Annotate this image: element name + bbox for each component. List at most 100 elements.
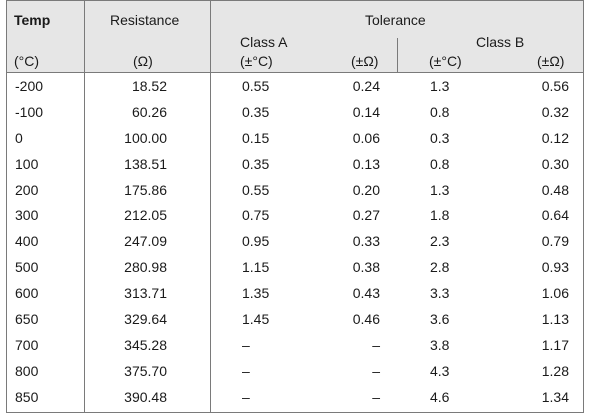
cell-class-a-temp: 0.35 [242, 155, 270, 172]
cell-class-a-temp: 0.95 [242, 233, 270, 250]
cell-class-a-ohm: – [372, 336, 380, 353]
table-row: 500 280.98 1.15 0.38 2.8 0.93 [7, 254, 583, 280]
cell-temp: 700 [15, 336, 39, 353]
table-row: 800 375.70 – – 4.3 1.28 [7, 358, 583, 384]
cell-resistance: 18.52 [131, 78, 167, 94]
divider-resistance [210, 1, 211, 412]
table-row: 400 247.09 0.95 0.33 2.3 0.79 [7, 228, 583, 254]
cell-temp: -100 [15, 103, 44, 120]
cell-class-b-ohm: 1.17 [541, 336, 569, 353]
cell-class-b-temp: 1.3 [430, 78, 450, 94]
cell-class-b-ohm: 1.13 [541, 311, 569, 328]
cell-class-b-temp: 0.8 [430, 103, 450, 120]
cell-class-a-temp: – [242, 336, 250, 353]
cell-temp: 650 [15, 311, 39, 328]
cell-class-a-temp: 1.45 [242, 311, 270, 328]
header-resistance: Resistance [110, 12, 180, 28]
cell-class-b-ohm: 0.93 [541, 259, 569, 276]
header-temp: Temp [14, 12, 51, 28]
cell-class-b-ohm: 0.79 [541, 233, 569, 250]
header-class-a: Class A [240, 34, 288, 50]
cell-class-b-temp: 0.3 [430, 129, 450, 146]
cell-class-a-ohm: 0.43 [352, 285, 380, 302]
divider-temp [84, 1, 85, 412]
cell-resistance: 100.00 [124, 129, 167, 146]
cell-temp: -200 [15, 78, 44, 94]
cell-class-b-ohm: 0.30 [541, 155, 569, 172]
table-row: 0 100.00 0.15 0.06 0.3 0.12 [7, 125, 583, 151]
cell-class-b-ohm: 0.64 [541, 207, 569, 224]
cell-class-a-temp: 1.15 [242, 259, 270, 276]
cell-class-a-ohm: 0.24 [352, 78, 380, 94]
cell-class-a-ohm: 0.06 [352, 129, 380, 146]
table-row: 100 138.51 0.35 0.13 0.8 0.30 [7, 151, 583, 177]
cell-class-a-ohm: – [372, 362, 380, 379]
header-unit-class-a-temp: (±°C) [240, 53, 273, 69]
cell-class-b-temp: 1.3 [430, 181, 450, 198]
cell-class-b-temp: 3.6 [430, 311, 450, 328]
cell-class-b-ohm: 1.28 [541, 362, 569, 379]
cell-class-b-ohm: 0.12 [541, 129, 569, 146]
cell-temp: 800 [15, 362, 39, 379]
cell-class-b-temp: 3.3 [430, 285, 450, 302]
cell-temp: 300 [15, 207, 39, 224]
cell-class-a-temp: 0.35 [242, 103, 270, 120]
cell-class-b-temp: 4.3 [430, 362, 450, 379]
table-row: 700 345.28 – – 3.8 1.17 [7, 332, 583, 358]
cell-resistance: 345.28 [124, 336, 167, 353]
cell-class-b-ohm: 1.06 [541, 285, 569, 302]
cell-class-a-ohm: 0.14 [352, 103, 380, 120]
header-tolerance: Tolerance [365, 12, 426, 28]
cell-temp: 500 [15, 259, 39, 276]
cell-class-a-ohm: 0.46 [352, 311, 380, 328]
cell-class-a-temp: 0.75 [242, 207, 270, 224]
cell-class-a-ohm: 0.13 [352, 155, 380, 172]
header-class-b: Class B [476, 34, 525, 50]
cell-temp: 400 [15, 233, 39, 250]
cell-class-b-temp: 4.6 [430, 388, 450, 405]
table-row: 200 175.86 0.55 0.20 1.3 0.48 [7, 177, 583, 203]
cell-class-b-ohm: 1.34 [541, 388, 569, 405]
cell-class-b-ohm: 0.48 [541, 181, 569, 198]
divider-class [397, 38, 398, 72]
cell-temp: 200 [15, 181, 39, 198]
table-header: Temp Resistance Tolerance Class A Class … [7, 1, 583, 73]
header-unit-class-b-temp: (±°C) [429, 53, 462, 69]
cell-class-b-temp: 1.8 [430, 207, 450, 224]
header-unit-resistance: (Ω) [133, 53, 153, 69]
header-unit-class-b-ohm: (±Ω) [537, 53, 565, 69]
cell-resistance: 247.09 [124, 233, 167, 250]
cell-class-b-temp: 3.8 [430, 336, 450, 353]
cell-resistance: 375.70 [124, 362, 167, 379]
cell-class-a-temp: 1.35 [242, 285, 270, 302]
cell-resistance: 138.51 [124, 155, 167, 172]
table-row: 600 313.71 1.35 0.43 3.3 1.06 [7, 280, 583, 306]
cell-temp: 850 [15, 388, 39, 405]
table-row: 300 212.05 0.75 0.27 1.8 0.64 [7, 202, 583, 228]
header-unit-class-a-ohm: (±Ω) [351, 53, 379, 69]
cell-class-b-temp: 0.8 [430, 155, 450, 172]
table-row: -200 18.52 0.55 0.24 1.3 0.56 [7, 73, 583, 99]
cell-class-b-ohm: 0.56 [541, 78, 569, 94]
cell-class-a-temp: – [242, 388, 250, 405]
cell-class-a-temp: 0.15 [242, 129, 270, 146]
cell-temp: 100 [15, 155, 39, 172]
table-row: 850 390.48 – – 4.6 1.34 [7, 384, 583, 410]
cell-resistance: 175.86 [124, 181, 167, 198]
cell-class-a-temp: 0.55 [242, 181, 270, 198]
cell-resistance: 390.48 [124, 388, 167, 405]
cell-temp: 600 [15, 285, 39, 302]
rtd-table: Temp Resistance Tolerance Class A Class … [6, 0, 584, 413]
cell-temp: 0 [15, 129, 23, 146]
cell-resistance: 60.26 [131, 103, 167, 120]
cell-class-a-ohm: – [372, 388, 380, 405]
cell-resistance: 329.64 [124, 311, 167, 328]
cell-class-a-ohm: 0.27 [352, 207, 380, 224]
cell-class-a-temp: – [242, 362, 250, 379]
cell-class-b-temp: 2.3 [430, 233, 450, 250]
cell-resistance: 313.71 [124, 285, 167, 302]
cell-class-a-ohm: 0.20 [352, 181, 380, 198]
cell-class-b-temp: 2.8 [430, 259, 450, 276]
cell-class-b-ohm: 0.32 [541, 103, 569, 120]
table-row: -100 60.26 0.35 0.14 0.8 0.32 [7, 99, 583, 125]
